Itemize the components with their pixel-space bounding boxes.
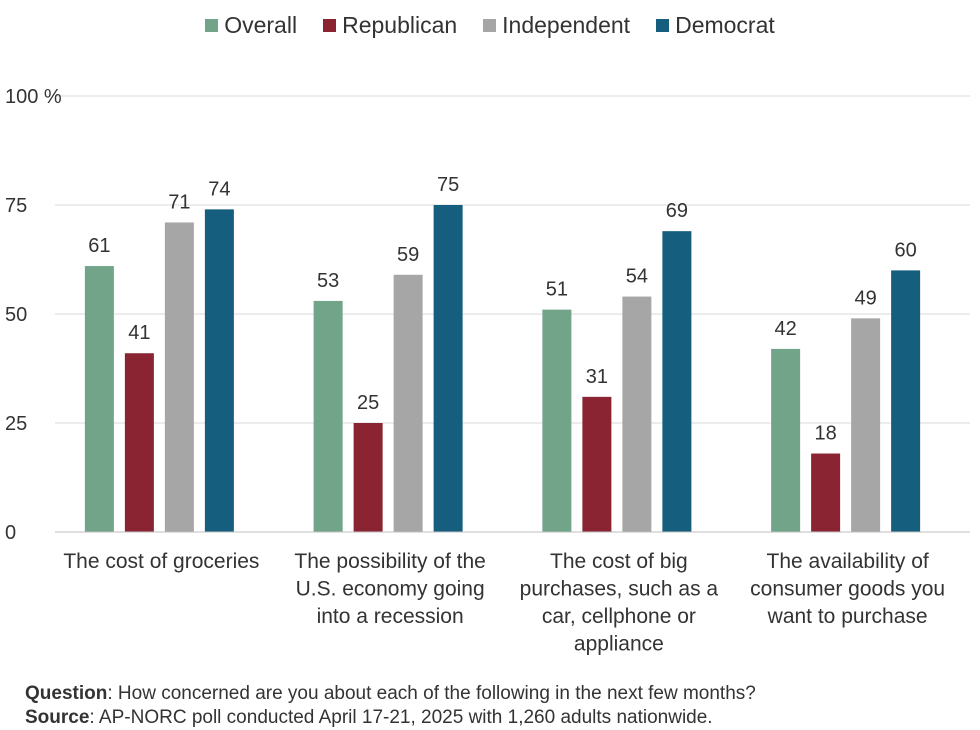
legend-swatch — [483, 18, 497, 32]
y-tick-label: 75 — [5, 195, 27, 217]
data-label: 60 — [895, 239, 917, 261]
bar-republican — [124, 353, 154, 532]
data-label: 54 — [626, 266, 648, 288]
source-text: : AP-NORC poll conducted April 17-21, 20… — [89, 707, 713, 728]
category-label: The possibility of the U.S. economy going… — [294, 550, 485, 628]
data-label: 49 — [855, 287, 877, 309]
bar-democrat — [891, 270, 921, 532]
category-label: The cost of big purchases, such as a car, … — [520, 550, 719, 656]
data-label: 61 — [88, 235, 110, 257]
bar-overall — [542, 309, 572, 532]
bar-democrat — [433, 205, 463, 532]
data-label: 51 — [546, 279, 568, 301]
data-label: 31 — [586, 366, 608, 388]
data-label: 71 — [168, 191, 190, 213]
data-label: 74 — [208, 178, 230, 200]
data-label: 25 — [357, 392, 379, 414]
legend-swatch — [205, 18, 219, 32]
bar-democrat — [204, 209, 234, 533]
y-tick-label: 50 — [5, 304, 27, 326]
question-line: Question: How concerned are you about ea… — [25, 682, 975, 706]
data-label: 42 — [775, 318, 797, 340]
y-tick-label: 0 — [5, 522, 16, 544]
source-label: Source — [25, 707, 90, 728]
bar-independent — [164, 222, 194, 532]
legend-swatch — [323, 18, 337, 32]
legend-label: Independent — [502, 11, 631, 38]
bar-republican — [582, 396, 612, 532]
y-tick-label: 25 — [5, 413, 27, 435]
chart-footer: Question: How concerned are you about ea… — [25, 682, 975, 730]
category-label: The cost of groceries — [63, 550, 259, 573]
bar-republican — [811, 453, 841, 532]
chart-legend: Overall Republican Independent Democrat — [0, 8, 980, 42]
bar-overall — [313, 300, 343, 532]
data-label: 75 — [437, 174, 459, 196]
legend-item-republican: Republican — [323, 12, 457, 39]
category-label: The availability of consumer goods you wan… — [750, 550, 945, 628]
legend-label: Republican — [342, 11, 458, 38]
question-label: Question — [25, 683, 108, 704]
bar-overall — [84, 266, 114, 532]
bar-independent — [393, 274, 423, 532]
legend-swatch — [656, 18, 670, 32]
data-label: 53 — [317, 270, 339, 292]
bar-overall — [771, 348, 801, 532]
legend-label: Democrat — [675, 11, 775, 38]
legend-item-overall: Overall — [205, 12, 297, 39]
data-label: 59 — [397, 244, 419, 266]
data-label: 41 — [128, 322, 150, 344]
bar-chart: 0 25 50 75 100 % 61 41 71 74 The cost of grocerie… — [5, 86, 970, 656]
legend-label: Overall — [224, 11, 298, 38]
bar-democrat — [662, 231, 692, 532]
legend-item-democrat: Democrat — [656, 12, 775, 39]
data-label: 69 — [666, 200, 688, 222]
source-line: Source: AP-NORC poll conducted April 17-… — [25, 706, 975, 730]
legend-item-independent: Independent — [483, 12, 630, 39]
question-text: : How concerned are you about each of th… — [107, 683, 756, 704]
y-tick-label: 100 % — [5, 86, 62, 108]
bar-republican — [353, 423, 383, 532]
bar-independent — [622, 296, 652, 532]
bar-independent — [851, 318, 881, 532]
data-label: 18 — [815, 423, 837, 445]
